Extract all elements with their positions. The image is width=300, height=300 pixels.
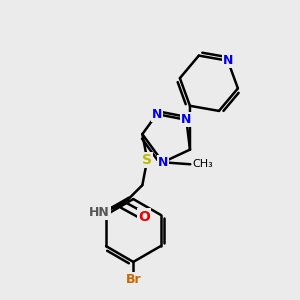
- Text: O: O: [138, 210, 150, 224]
- Text: CH₃: CH₃: [192, 159, 213, 169]
- Text: N: N: [152, 108, 162, 121]
- Text: N: N: [181, 113, 191, 126]
- Text: Br: Br: [125, 273, 141, 286]
- Text: HN: HN: [89, 206, 110, 219]
- Text: N: N: [158, 156, 168, 169]
- Text: N: N: [223, 54, 233, 67]
- Text: S: S: [142, 153, 152, 166]
